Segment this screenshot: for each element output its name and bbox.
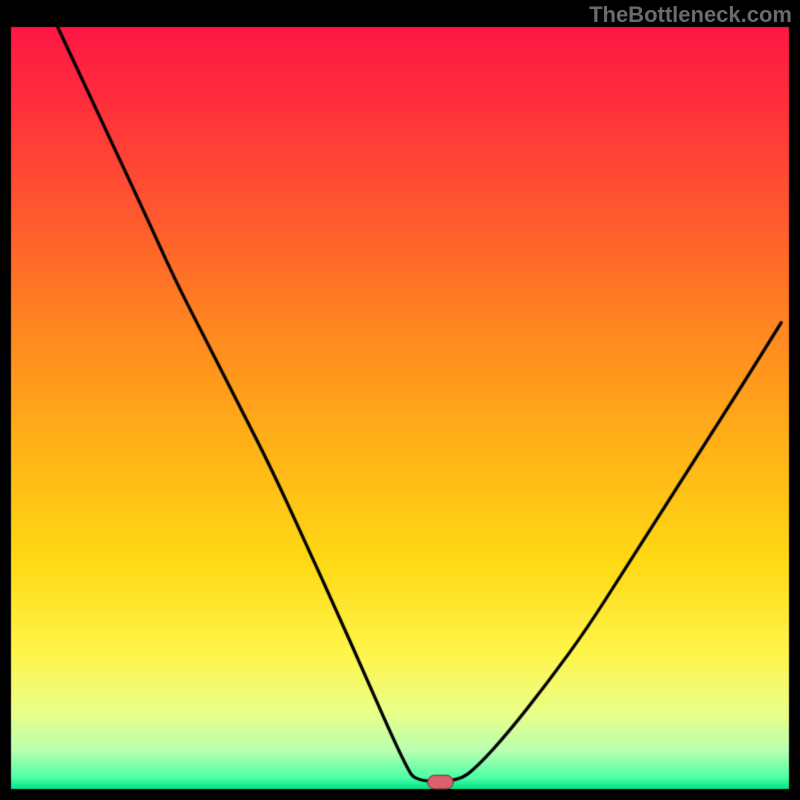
bottleneck-chart-canvas — [0, 0, 800, 800]
watermark-text: TheBottleneck.com — [589, 2, 792, 28]
chart-stage: TheBottleneck.com — [0, 0, 800, 800]
